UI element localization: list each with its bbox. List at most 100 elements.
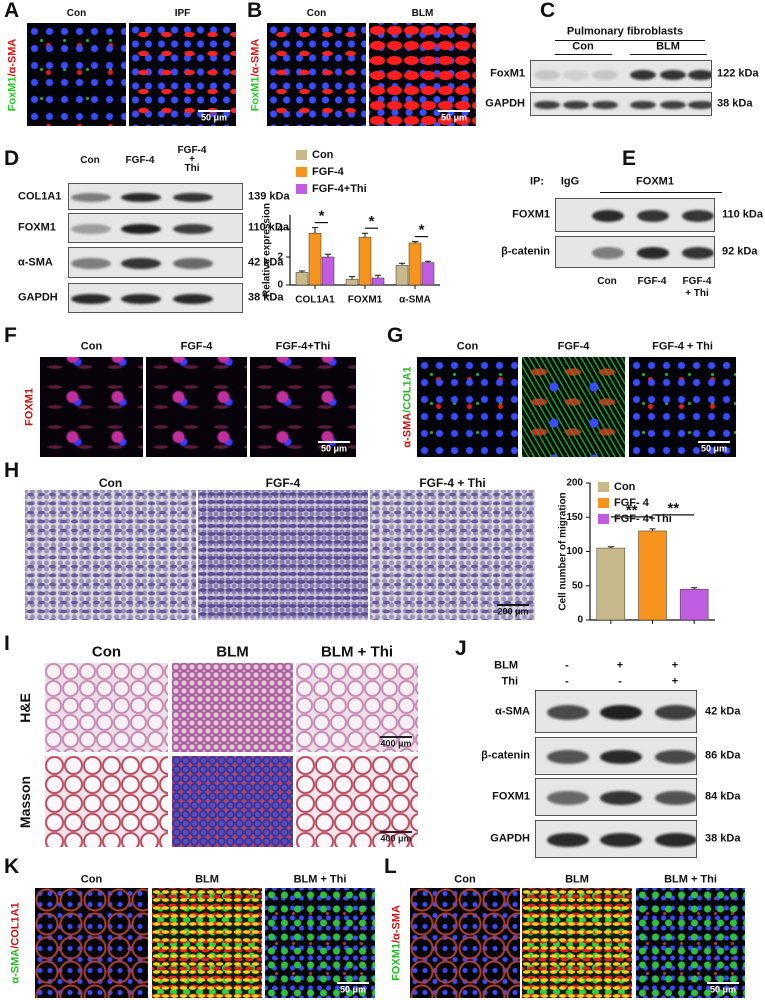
- bar: [679, 588, 709, 621]
- micrograph: [369, 23, 476, 126]
- row-label: COL1A1: [18, 190, 62, 202]
- y-tick-label: 4: [277, 224, 283, 235]
- rule: [337, 982, 369, 984]
- treatment-sign: +: [616, 659, 624, 672]
- rule: [555, 40, 705, 41]
- blot-band: [600, 833, 642, 847]
- blot-strip: [535, 820, 697, 858]
- blot-band: [682, 209, 714, 223]
- kda-label: 92 kDa: [722, 245, 758, 258]
- y-tick-label: 100: [566, 546, 583, 557]
- error-bar: [607, 546, 614, 549]
- panel-letter: G: [387, 324, 404, 347]
- bar: [408, 242, 422, 286]
- blot-band: [592, 69, 618, 81]
- blot-band: [547, 704, 589, 721]
- micrograph: [267, 23, 366, 126]
- legend-swatch: [296, 167, 307, 177]
- bar: [421, 262, 435, 286]
- y-tick-label: 0: [577, 615, 583, 626]
- scale-bar-label: 50 μm: [339, 984, 367, 995]
- rule: [318, 441, 350, 443]
- column-label: Con: [80, 340, 103, 353]
- blot-strip: [68, 247, 243, 278]
- micrograph: [370, 490, 535, 620]
- rule: [380, 736, 412, 738]
- rule: [438, 110, 470, 112]
- column-label: BLM + Thi: [664, 873, 717, 886]
- panel-letter: J: [455, 637, 467, 660]
- blot-band: [121, 257, 161, 270]
- column-label: FGF-4: [637, 276, 667, 287]
- column-label: FGF-4: [682, 276, 712, 287]
- column-label: BLM + Thi: [293, 873, 347, 886]
- blot-band: [600, 750, 642, 764]
- error-bar: [362, 232, 368, 238]
- panel-letter: D: [4, 147, 20, 170]
- micrograph: [146, 357, 247, 457]
- bar: [321, 256, 335, 286]
- blot-band: [688, 69, 711, 81]
- rule: [380, 831, 412, 833]
- bar: [371, 277, 385, 286]
- error-bar: [299, 270, 305, 273]
- bar: [638, 530, 667, 621]
- column-label: FGF-4: [557, 340, 590, 353]
- micrograph: [45, 663, 168, 752]
- blot-band: [655, 833, 696, 847]
- error-bar: [325, 253, 331, 257]
- bar: [596, 547, 626, 621]
- y-tick-label: 0: [277, 280, 283, 291]
- blot-strip: [535, 778, 697, 816]
- y-tick-label: 50: [572, 580, 584, 591]
- blot-band: [173, 192, 213, 203]
- kda-label: 110 kDa: [722, 208, 763, 221]
- group-label: BLM: [656, 40, 680, 53]
- column-label: FGF-4 + Thi: [419, 476, 486, 490]
- y-axis-label: Cell number of migration: [558, 492, 569, 610]
- column-label: FGF-4: [180, 340, 213, 353]
- column-label: IPF: [174, 8, 191, 19]
- blot-band: [637, 209, 669, 223]
- blot-band: [173, 257, 213, 270]
- rule: [600, 192, 722, 193]
- column-label: Con: [80, 873, 103, 886]
- micrograph: [45, 756, 168, 847]
- panel-letter: F: [4, 324, 17, 347]
- blot-band: [71, 257, 111, 270]
- error-bar: [691, 587, 698, 590]
- y-axis-label: Relative expression: [262, 203, 273, 297]
- legend-label: Con: [614, 481, 636, 493]
- significance-label: **: [667, 500, 679, 517]
- blot-band: [71, 293, 111, 305]
- treatment-label: BLM: [494, 659, 518, 672]
- significance-label: **: [626, 502, 638, 519]
- row-label: α-SMA: [18, 256, 53, 268]
- kda-label: 42 kDa: [705, 705, 741, 717]
- significance-label: *: [419, 222, 425, 239]
- ip-label: IP:: [529, 175, 545, 188]
- column-label: Con: [91, 643, 122, 661]
- column-label: FGF-4 + Thi: [652, 340, 713, 353]
- significance-label: *: [319, 208, 325, 225]
- micrograph: [250, 357, 356, 457]
- scale-bar-label: 50 μm: [700, 443, 728, 454]
- blot-band: [660, 69, 686, 81]
- column-label: FGF-4: [177, 145, 207, 156]
- column-label: BLM: [216, 643, 249, 661]
- column-label: Con: [454, 873, 476, 886]
- blot-strip: [530, 92, 712, 116]
- blot-band: [630, 69, 656, 81]
- panel-letter: E: [622, 147, 637, 170]
- micrograph: [35, 888, 148, 998]
- header: Pulmonary fibroblasts: [566, 25, 684, 38]
- legend-label: FGF-4: [312, 166, 345, 178]
- column-label: +: [189, 154, 195, 165]
- kda-label: 42 kDa: [248, 256, 284, 268]
- bar: [358, 237, 372, 286]
- x-tick-label: COL1A1: [295, 295, 335, 306]
- blot-band: [655, 791, 696, 805]
- error-bar: [425, 260, 431, 263]
- ip-group: IgG: [560, 175, 580, 188]
- micrograph: [410, 888, 520, 998]
